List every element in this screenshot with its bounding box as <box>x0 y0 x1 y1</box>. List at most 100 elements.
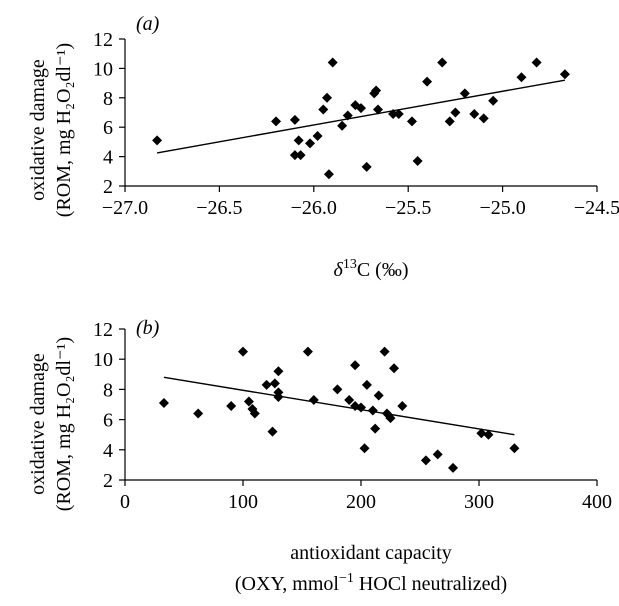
panel-b-data-point <box>158 397 169 408</box>
panel-a-data-point <box>412 156 423 167</box>
panel-a-x-tick-label: −25.0 <box>479 197 525 219</box>
panel-a-x-tick-label: −25.5 <box>385 197 431 219</box>
panel-b-data-point <box>370 423 381 434</box>
panel-b-y-tick-label: 10 <box>93 349 113 371</box>
panel-b-data-point <box>448 462 459 473</box>
panel-a-x-tick-label: −24.5 <box>574 197 619 219</box>
panel-a-data-point <box>337 120 348 131</box>
panel-a-data-point <box>393 108 404 119</box>
panel-a-y-tick-label: 10 <box>93 58 113 80</box>
panel-b-data-point <box>267 426 278 437</box>
panel-b-x-tick-label: 300 <box>464 491 494 513</box>
panel-a-data-point <box>152 135 163 146</box>
panel-b-data-point <box>332 384 343 395</box>
panel-b-x-axis-title-line2-sup: −1 <box>339 571 354 586</box>
panel-b-data-point <box>373 390 384 401</box>
panel-b-data-point <box>389 363 400 374</box>
panel-b-data-point <box>359 443 370 454</box>
panel-a-data-point <box>444 116 455 127</box>
panel-a-y-tick-label: 8 <box>103 88 113 110</box>
panel-b-data-point <box>385 413 396 424</box>
panel-b-data-point <box>397 401 408 412</box>
panel-a-x-axis-title-rest: C (‰) <box>357 259 409 281</box>
panel-a-data-point <box>318 104 329 115</box>
panel-a-data-point <box>459 88 470 99</box>
panel-b-x-tick-label: 100 <box>228 491 258 513</box>
panel-a-data-point <box>327 57 338 68</box>
panel-b-data-point <box>249 408 260 419</box>
panel-a-ticks: 2 4 6 8 10 12 −27.0 −26.5 −26.0 −25.5 −25.0 −24.5 <box>93 29 619 219</box>
panel-b-y-axis-title-line1: oxidative damage <box>27 353 49 495</box>
panel-a-data-point <box>271 116 282 127</box>
panel-b-x-tick-label: 200 <box>346 491 376 513</box>
panel-b-data-point <box>302 346 313 357</box>
panel-a-data-point <box>516 72 527 83</box>
panel-a-data-point <box>293 135 304 146</box>
panel-b: (b) oxidative damage (ROM, mg H₂O₂dl⁻¹) … <box>27 317 612 595</box>
panel-b-data-point <box>261 379 272 390</box>
panel-b-data-point <box>193 408 204 419</box>
panel-a-data-point <box>312 131 323 142</box>
panel-b-x-tick-label: 400 <box>582 491 612 513</box>
panel-b-data-point <box>243 396 254 407</box>
panel-a-data-point <box>531 57 542 68</box>
panel-a-data-point <box>478 113 489 124</box>
panel-a-y-tick-label: 12 <box>93 29 113 51</box>
panel-b-data-point <box>476 428 487 439</box>
panel-a-x-axis-title-delta: δ <box>334 259 344 281</box>
panel-b-y-tick-label: 8 <box>103 379 113 401</box>
panel-b-y-tick-label: 2 <box>103 470 113 492</box>
panel-a-y-axis-title-line2: (ROM, mg H₂O₂dl⁻¹) <box>53 43 75 217</box>
panel-a-y-axis-title: oxidative damage (ROM, mg H₂O₂dl⁻¹) <box>27 43 75 217</box>
panel-b-ticks: 2 4 6 8 10 12 0 100 200 300 400 <box>93 319 612 513</box>
panel-b-data-point <box>344 394 355 405</box>
panel-b-x-tick-label: 0 <box>120 491 130 513</box>
panel-a-axes <box>124 39 597 187</box>
panel-b-data-point <box>379 346 390 357</box>
panel-a-label: (a) <box>136 13 160 35</box>
panel-b-x-axis-title-line2-prefix: (OXY, mmol <box>235 573 340 595</box>
panel-b-y-axis-title: oxidative damage (ROM, mg H₂O₂dl⁻¹) <box>27 337 75 511</box>
panel-a-data-point <box>295 150 306 161</box>
panel-a-data-point <box>388 108 399 119</box>
panel-b-y-tick-label: 12 <box>93 319 113 341</box>
panel-a-x-tick-label: −26.0 <box>291 197 337 219</box>
panel-b-data-point <box>226 401 237 412</box>
panel-b-trendline <box>163 376 515 436</box>
panel-a-data-point <box>323 169 334 180</box>
panel-b-data-point <box>483 429 494 440</box>
panel-b-data-point <box>361 379 372 390</box>
panel-a-x-tick-label: −26.5 <box>196 197 242 219</box>
panel-b-data-point <box>432 449 443 460</box>
panel-a-data-point <box>322 92 333 103</box>
panel-b-x-axis-title-line2-suffix: HOCl neutralized) <box>354 573 507 595</box>
panel-b-data-point <box>509 443 520 454</box>
panel-b-data-point <box>350 360 361 371</box>
panel-b-data-point <box>238 346 248 357</box>
panel-a-data-point <box>361 161 372 172</box>
panel-a-y-tick-label: 6 <box>103 117 113 139</box>
panel-a-data-point <box>372 104 383 115</box>
panel-b-x-axis-title-line2: (OXY, mmol−1 HOCl neutralized) <box>235 571 507 595</box>
panel-a-data-point <box>559 69 570 80</box>
panel-a-x-axis-title-sup: 13 <box>343 257 357 272</box>
panel-b-points <box>158 346 520 473</box>
panel-a-x-tick-label: −27.0 <box>102 197 148 219</box>
panel-a-data-point <box>289 150 300 161</box>
panel-a-data-point <box>289 114 300 125</box>
panel-a-trendline <box>156 79 566 154</box>
panel-b-data-point <box>308 394 319 405</box>
panel-b-data-point <box>269 378 280 389</box>
panel-a-x-axis-title: δ13C (‰) <box>334 257 409 281</box>
panel-a-data-point <box>422 76 433 87</box>
panel-a-data-point <box>305 138 316 149</box>
panel-b-data-point <box>273 366 284 377</box>
panel-b-data-point <box>273 391 284 402</box>
panel-a-data-point <box>437 57 448 68</box>
panel-b-label: (b) <box>136 317 160 339</box>
panel-a-y-tick-label: 2 <box>103 176 113 198</box>
panel-a-data-point <box>488 95 499 106</box>
panel-b-data-point <box>356 402 366 413</box>
